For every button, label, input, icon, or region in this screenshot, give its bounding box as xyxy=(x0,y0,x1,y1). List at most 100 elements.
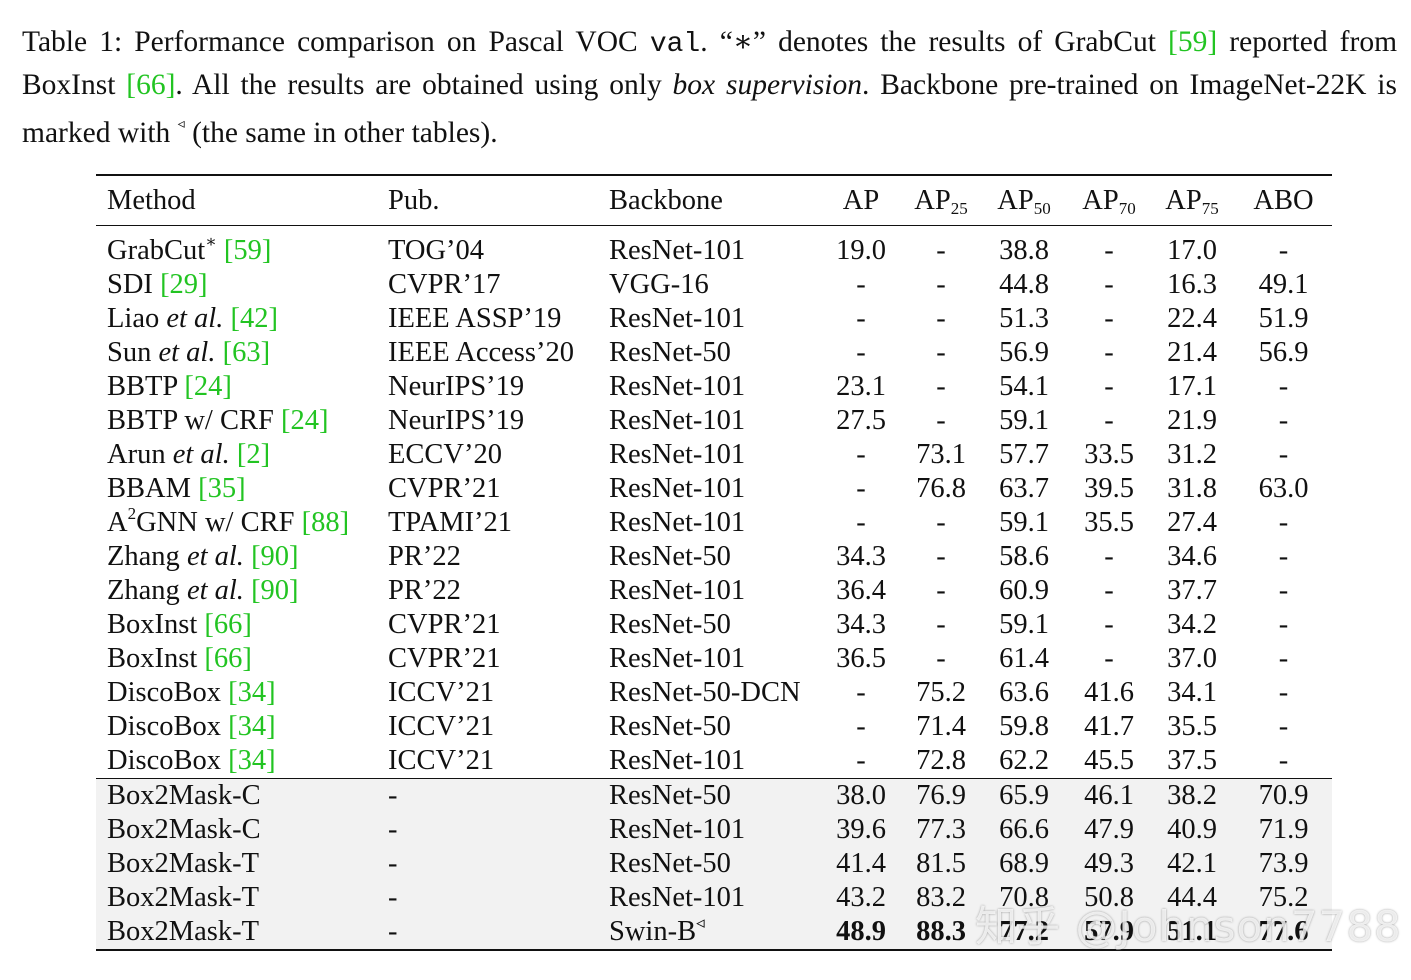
ap25-cell: - xyxy=(936,507,946,538)
ap75-cell: 34.1 xyxy=(1167,677,1217,708)
backbone-cell: ResNet-101 xyxy=(609,882,746,913)
method-cell: A2GNN w/ CRF [88] xyxy=(107,504,350,538)
citation-link[interactable]: [66] xyxy=(126,69,176,101)
method-cell: BBTP [24] xyxy=(107,371,232,402)
pub-cell: IEEE Access’20 xyxy=(388,337,574,368)
ap75-cell: 31.8 xyxy=(1167,473,1217,504)
ap50-cell: 77.2 xyxy=(999,916,1049,947)
table-row: BoxInst [66] CVPR’21 ResNet-101 36.5 - 61.4 - 3… xyxy=(96,642,1332,676)
table-caption: Table 1: Performance comparison on Pasca… xyxy=(22,26,1398,149)
citation-link[interactable]: [35] xyxy=(198,473,246,504)
col-ap75: AP75 xyxy=(1165,185,1219,218)
ap50-cell: 56.9 xyxy=(999,337,1049,368)
ap-cell: 27.5 xyxy=(836,405,886,436)
ap50-cell: 51.3 xyxy=(999,303,1049,334)
citation-link[interactable]: [63] xyxy=(222,337,271,368)
citation-link[interactable]: [2] xyxy=(236,439,271,470)
table-row-ours: Box2Mask-C - ResNet-50 38.0 76.9 65.9 46.1 38.2… xyxy=(96,778,1332,813)
citation-link[interactable]: [66] xyxy=(204,609,252,640)
pub-cell: - xyxy=(388,814,398,845)
ap50-cell: 63.7 xyxy=(999,473,1049,504)
citation-link[interactable]: [42] xyxy=(230,303,278,334)
ap70-cell: 39.5 xyxy=(1084,473,1134,504)
col-ap50: AP50 xyxy=(997,185,1051,218)
backbone-cell: ResNet-101 xyxy=(609,405,746,436)
table-row: DiscoBox [34] ICCV’21 ResNet-50-DCN - 75.2 63… xyxy=(96,676,1332,710)
ap25-cell: 76.9 xyxy=(916,780,966,811)
col-ap70: AP70 xyxy=(1082,185,1136,218)
ap70-cell: 45.5 xyxy=(1084,745,1134,776)
ap-cell: - xyxy=(856,473,866,504)
ap75-cell: 31.2 xyxy=(1167,439,1217,470)
citation-link[interactable]: [90] xyxy=(251,541,299,572)
ap75-cell: 27.4 xyxy=(1167,507,1217,538)
method-cell: BoxInst [66] xyxy=(107,609,252,640)
col-backbone: Backbone xyxy=(609,185,723,216)
table-row-ours: Box2Mask-C - ResNet-101 39.6 77.3 66.6 47.9 40.… xyxy=(96,813,1332,847)
citation-link[interactable]: [29] xyxy=(160,269,208,300)
ap70-cell: - xyxy=(1104,371,1114,402)
col-ap: AP xyxy=(842,185,880,216)
ap75-cell: 35.5 xyxy=(1167,711,1217,742)
ap25-cell: - xyxy=(936,371,946,402)
ap25-cell: - xyxy=(936,303,946,334)
ap25-cell: 72.8 xyxy=(916,745,966,776)
col-method: Method xyxy=(107,185,196,216)
method-cell: Zhang et al. [90] xyxy=(107,575,299,606)
method-cell: Box2Mask-T xyxy=(107,916,259,947)
method-cell: DiscoBox [34] xyxy=(107,711,276,742)
citation-link[interactable]: [24] xyxy=(280,405,329,436)
citation-link[interactable]: [66] xyxy=(204,643,252,674)
citation-link[interactable]: [59] xyxy=(1168,26,1218,58)
pub-cell: IEEE ASSP’19 xyxy=(388,303,562,334)
table-row: Sun et al. [63] IEEE Access’20 ResNet-50 - -… xyxy=(96,336,1332,370)
ap-cell: - xyxy=(856,269,866,300)
ap25-cell: 77.3 xyxy=(916,814,966,845)
ap-cell: 34.3 xyxy=(836,609,886,640)
ap-cell: - xyxy=(856,677,866,708)
ap75-cell: 42.1 xyxy=(1167,848,1217,879)
method-cell: Zhang et al. [90] xyxy=(107,541,299,572)
method-cell: Box2Mask-C xyxy=(107,780,261,811)
backbone-cell: ResNet-50-DCN xyxy=(609,677,801,708)
ap50-cell: 59.1 xyxy=(999,609,1049,640)
citation-link[interactable]: [88] xyxy=(301,507,350,538)
table-row: BBTP [24] NeurIPS’19 ResNet-101 23.1 - 54.1 - 1… xyxy=(96,370,1332,404)
ap75-cell: 37.5 xyxy=(1167,745,1217,776)
backbone-cell: ResNet-101 xyxy=(609,745,746,776)
table-row: BBTP w/ CRF [24] NeurIPS’19 ResNet-101 27.5… xyxy=(96,404,1332,438)
ap-cell: - xyxy=(856,711,866,742)
ap70-cell: 33.5 xyxy=(1084,439,1134,470)
ap75-cell: 17.0 xyxy=(1167,235,1217,266)
method-cell: GrabCut∗ [59] xyxy=(107,232,272,266)
pub-cell: - xyxy=(388,882,398,913)
abo-cell: 71.9 xyxy=(1258,814,1309,845)
table-row-ours: Box2Mask-T - ResNet-101 43.2 83.2 70.8 50.8 44.… xyxy=(96,881,1332,915)
citation-link[interactable]: [59] xyxy=(223,235,272,266)
results-table: Method Pub. Backbone AP AP25 AP50 AP70 A… xyxy=(96,174,1332,951)
method-cell: Box2Mask-T xyxy=(107,848,259,879)
ap70-cell: - xyxy=(1104,303,1114,334)
backbone-cell: ResNet-50 xyxy=(609,541,731,572)
ap50-cell: 44.8 xyxy=(999,269,1049,300)
citation-link[interactable]: [34] xyxy=(228,677,276,708)
method-cell: BoxInst [66] xyxy=(107,643,252,674)
citation-link[interactable]: [24] xyxy=(184,371,232,402)
ap-cell: - xyxy=(856,507,866,538)
citation-link[interactable]: [90] xyxy=(251,575,299,606)
imagenet-marker-icon: ◃ xyxy=(696,913,705,932)
ap25-cell: 73.1 xyxy=(916,439,966,470)
ap70-cell: 35.5 xyxy=(1084,507,1134,538)
citation-link[interactable]: [34] xyxy=(228,745,276,776)
ap-cell: 36.5 xyxy=(836,643,886,674)
abo-cell: 49.1 xyxy=(1258,269,1309,300)
table-row: BoxInst [66] CVPR’21 ResNet-50 34.3 - 59.1 - 34… xyxy=(96,608,1332,642)
method-cell: Arun et al. [2] xyxy=(107,439,271,470)
backbone-cell: ResNet-101 xyxy=(609,473,746,504)
ap25-cell: - xyxy=(936,575,946,606)
citation-link[interactable]: [34] xyxy=(228,711,276,742)
ap-cell: 23.1 xyxy=(836,371,886,402)
abo-cell: 70.9 xyxy=(1258,780,1309,811)
abo-cell: - xyxy=(1278,745,1289,776)
ap75-cell: 37.0 xyxy=(1167,643,1217,674)
